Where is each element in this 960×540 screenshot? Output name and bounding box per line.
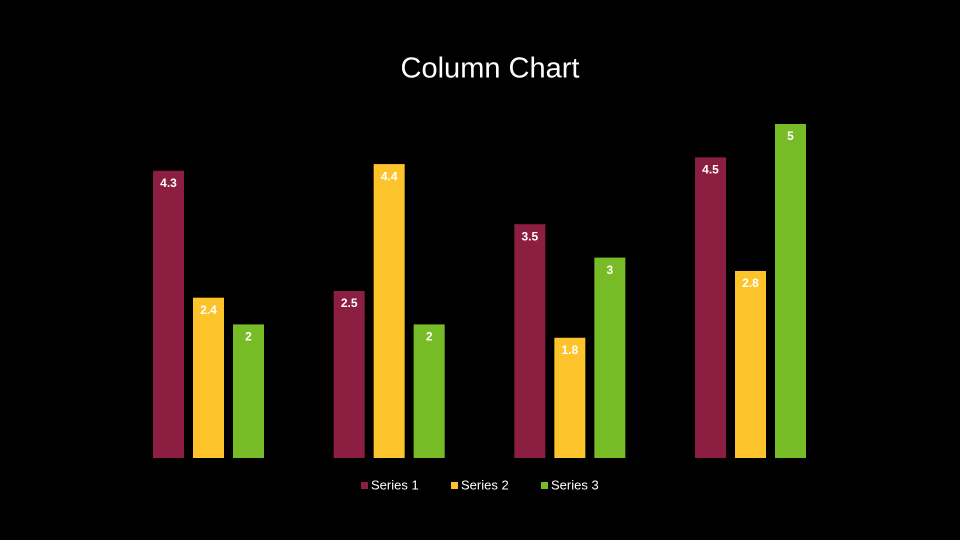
- data-label: 3: [606, 263, 613, 277]
- data-label: 2.5: [341, 296, 358, 310]
- legend-marker: [451, 482, 458, 489]
- legend-label: Series 2: [461, 477, 509, 492]
- bar: [554, 337, 586, 458]
- bar: [193, 297, 224, 458]
- bar: [333, 291, 365, 458]
- data-label: 4.3: [160, 176, 177, 190]
- bar: [594, 257, 626, 458]
- bar: [514, 224, 546, 458]
- data-label: 1.8: [561, 343, 578, 357]
- legend-label: Series 1: [371, 477, 419, 492]
- bar: [695, 157, 727, 458]
- bar: [775, 124, 807, 458]
- data-label: 2.8: [742, 276, 759, 290]
- data-label: 2.4: [200, 303, 217, 317]
- data-label: 4.5: [702, 163, 719, 177]
- data-label: 5: [787, 129, 794, 143]
- chart-title: Column Chart: [401, 53, 580, 85]
- data-label: 2: [426, 330, 433, 344]
- data-label: 4.4: [381, 169, 398, 183]
- bar: [373, 164, 405, 458]
- legend-label: Series 3: [551, 477, 599, 492]
- bar: [233, 324, 264, 458]
- legend-marker: [541, 482, 548, 489]
- bar: [153, 170, 184, 458]
- data-label: 2: [245, 330, 252, 344]
- bar: [735, 270, 767, 458]
- data-label: 3.5: [521, 229, 538, 243]
- bar: [413, 324, 445, 458]
- legend-marker: [361, 482, 368, 489]
